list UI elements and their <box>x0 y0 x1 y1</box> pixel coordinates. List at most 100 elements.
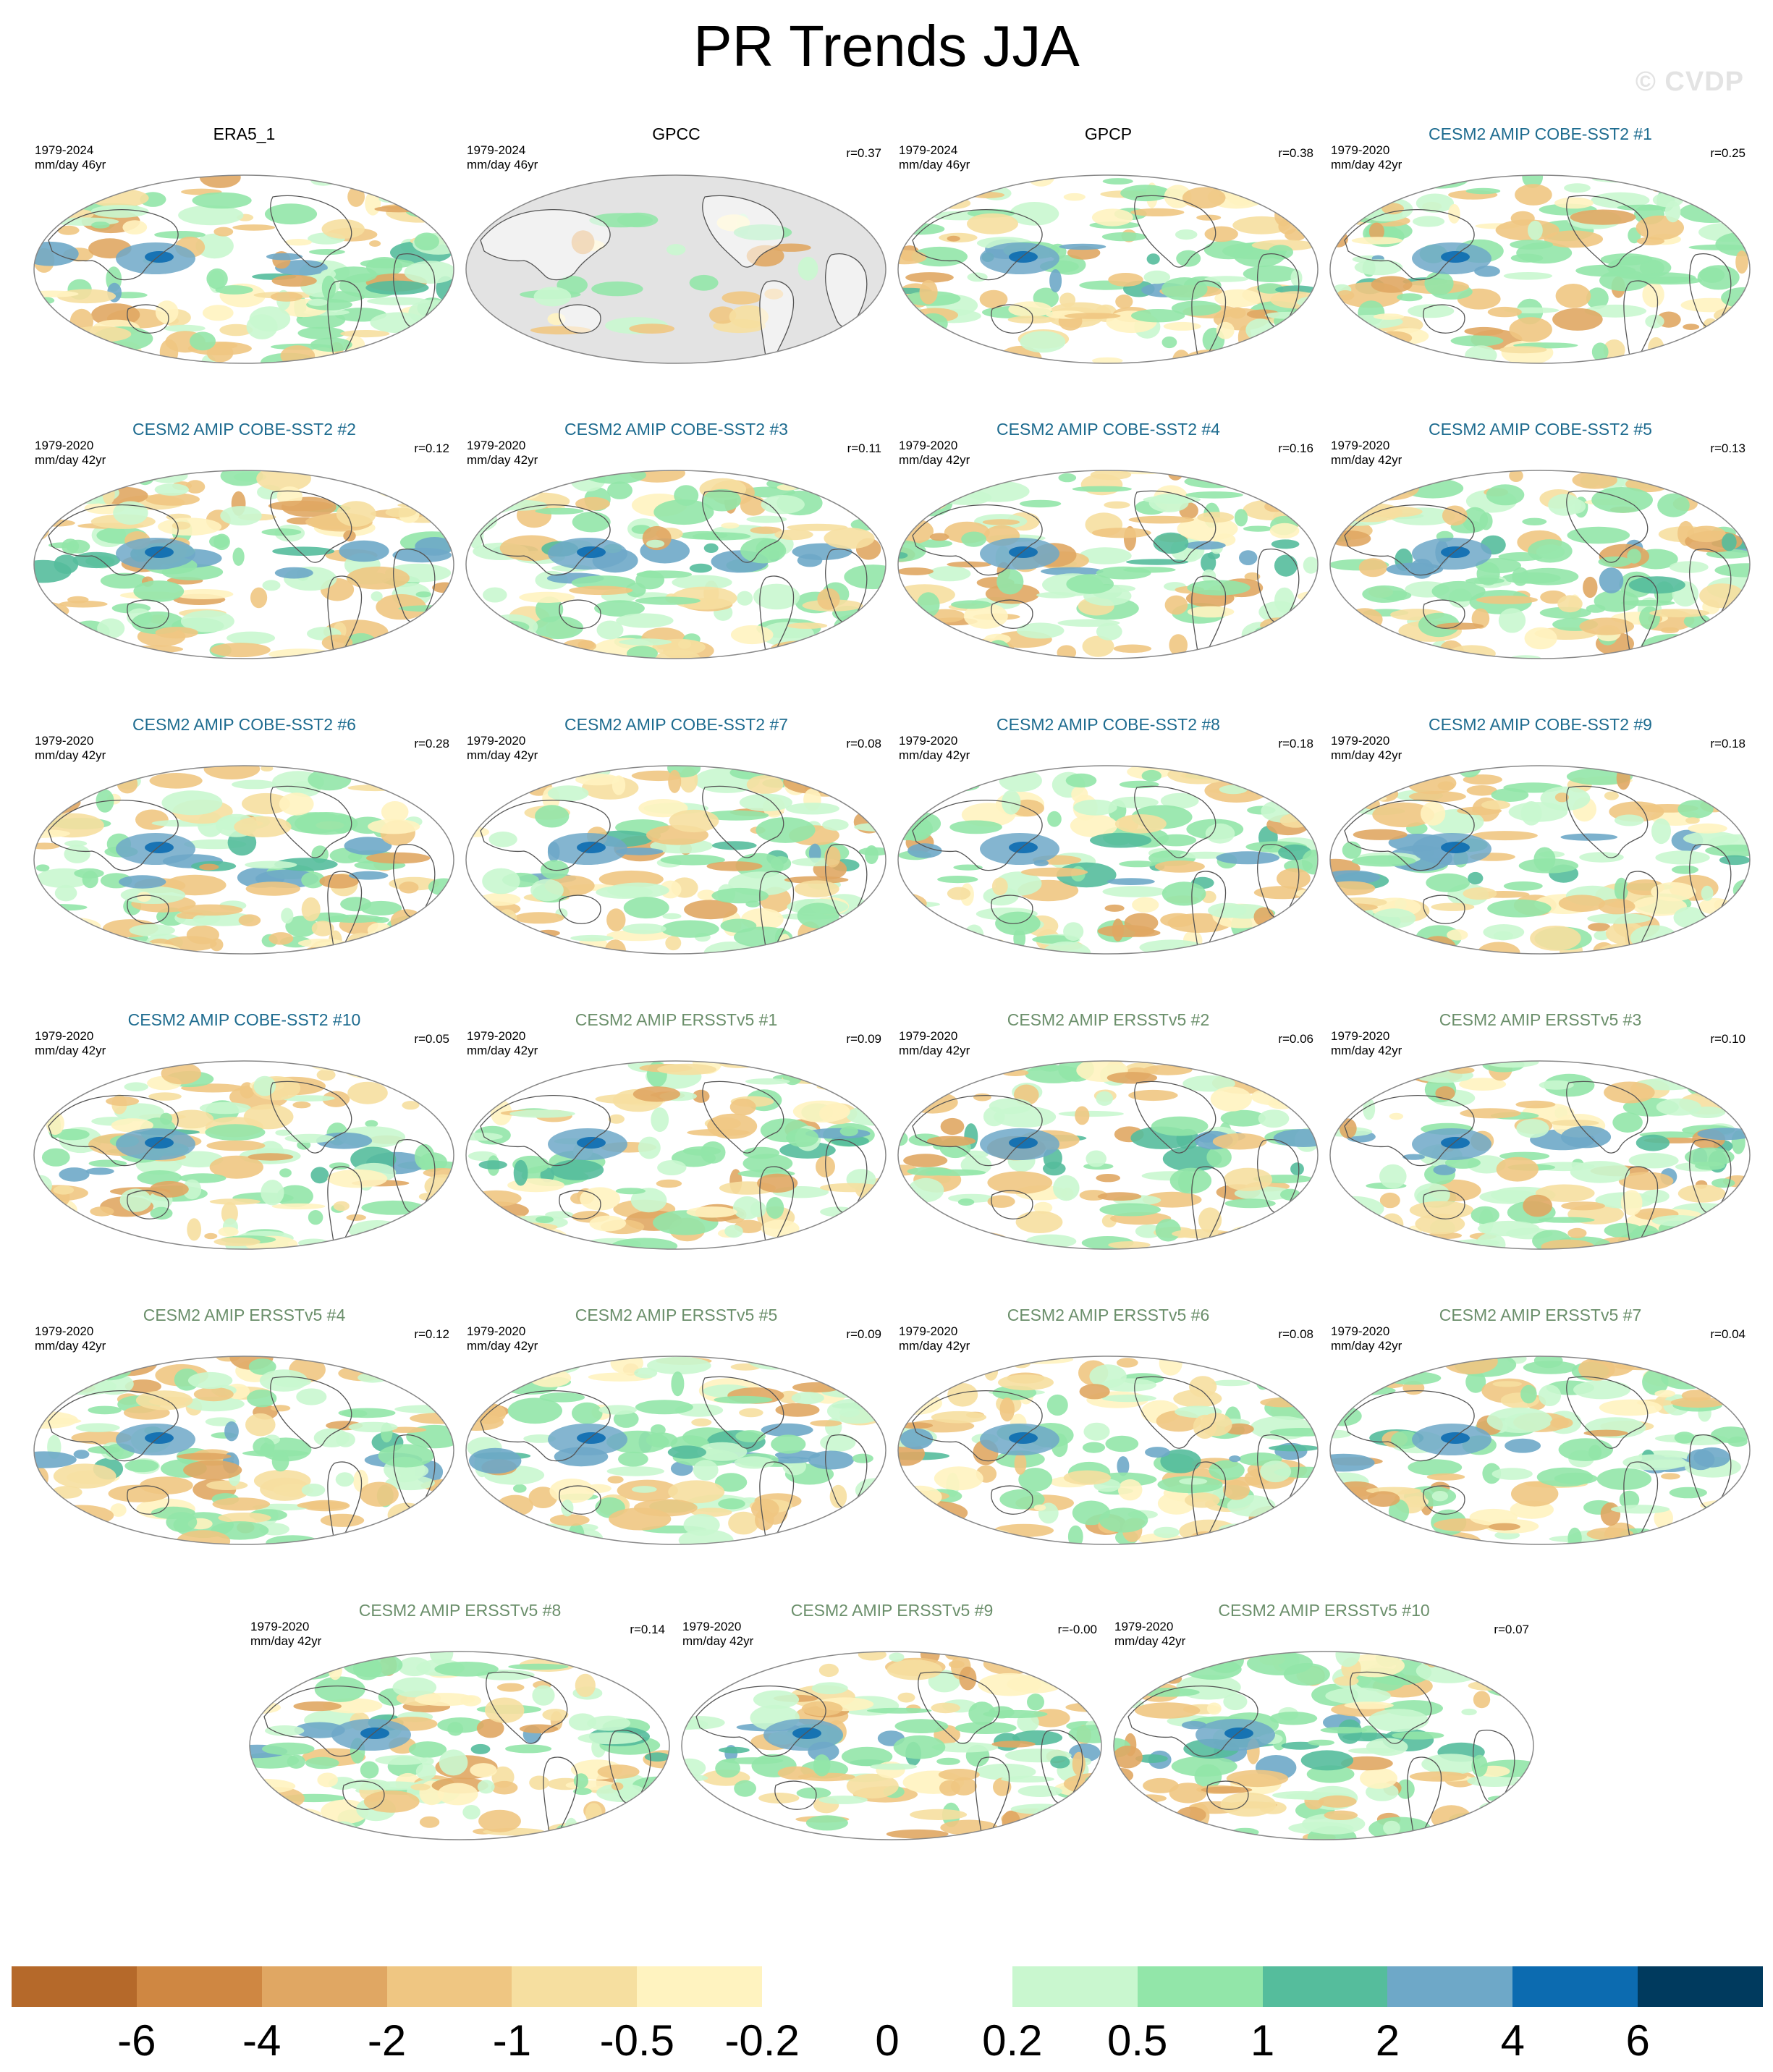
trend-field-patch <box>1492 1381 1523 1387</box>
trend-field-patch <box>1611 1505 1670 1514</box>
trend-field-patch <box>1671 766 1719 777</box>
trend-field-patch <box>1333 499 1358 521</box>
trend-field-patch <box>1259 922 1276 939</box>
trend-field-core <box>1009 842 1038 853</box>
trend-field-patch <box>509 1109 575 1118</box>
trend-field-patch <box>54 884 77 902</box>
panel-title: CESM2 AMIP COBE-SST2 #8 <box>996 715 1220 734</box>
trend-field-patch <box>413 1074 454 1085</box>
trend-field-patch <box>183 1460 242 1480</box>
map-outline <box>897 1060 1319 1250</box>
trend-field-patch <box>1064 313 1121 319</box>
trend-field-patch <box>845 1375 860 1387</box>
panel-units: mm/day 42yr <box>35 453 106 467</box>
trend-field-patch <box>317 1772 338 1788</box>
panel-title: GPCC <box>652 124 701 143</box>
trend-field-patch <box>910 1809 968 1820</box>
coastline <box>1344 504 1475 576</box>
trend-field-patch <box>1132 897 1159 913</box>
trend-field-patch <box>120 886 186 904</box>
trend-field-patch <box>320 1513 365 1527</box>
trend-field-patch <box>1697 1128 1750 1141</box>
coastline <box>991 1485 1033 1515</box>
trend-field-patch <box>365 280 429 295</box>
trend-field-patch <box>1688 627 1715 638</box>
trend-field-patch <box>1687 525 1726 543</box>
trend-field-patch <box>1588 923 1611 931</box>
trend-field-patch <box>631 1486 657 1493</box>
trend-field-patch <box>860 1061 886 1065</box>
trend-field-patch <box>1072 486 1132 492</box>
trend-field-patch <box>1471 1206 1499 1225</box>
trend-field-patch <box>68 326 132 342</box>
robinson-map <box>33 174 454 364</box>
trend-field-patch <box>746 515 787 523</box>
trend-field-patch <box>469 475 511 495</box>
trend-field-patch <box>415 1693 475 1707</box>
trend-field-patch <box>957 1526 999 1544</box>
trend-field-patch <box>1465 345 1497 363</box>
trend-field-patch <box>910 490 953 517</box>
trend-field-patch <box>1600 1502 1621 1526</box>
coastline <box>559 1485 601 1515</box>
trend-field-patch <box>779 934 791 954</box>
trend-field-patch <box>466 1360 477 1369</box>
trend-field-patch <box>205 1124 266 1141</box>
trend-field-patch <box>111 1118 153 1133</box>
trend-field-patch <box>1499 346 1547 354</box>
trend-field-patch <box>1724 338 1749 348</box>
trend-field-patch <box>1358 795 1387 802</box>
trend-field-patch <box>1171 300 1222 316</box>
panel-title: GPCP <box>1084 124 1133 143</box>
trend-field-patch <box>430 781 454 802</box>
trend-field-patch <box>371 591 383 601</box>
panel-title: CESM2 AMIP COBE-SST2 #5 <box>1429 420 1652 439</box>
trend-field-patch <box>1072 1751 1086 1776</box>
trend-field-patch <box>947 1383 978 1407</box>
trend-field-patch <box>1473 1691 1491 1709</box>
trend-field-patch <box>904 475 940 494</box>
trend-field-patch <box>1681 1390 1711 1402</box>
trend-field-patch <box>585 1484 612 1493</box>
panel-correlation: r=0.12 <box>414 1327 449 1341</box>
trend-field-patch <box>192 192 252 209</box>
trend-field-patch <box>889 1652 905 1662</box>
trend-field-patch <box>1106 1072 1158 1084</box>
trend-field-patch <box>926 483 949 510</box>
trend-field-patch <box>1550 1120 1599 1126</box>
trend-field-patch <box>74 358 93 363</box>
trend-field-patch <box>886 1659 942 1680</box>
panel-correlation: r=0.07 <box>1494 1623 1529 1636</box>
panel-title: CESM2 AMIP COBE-SST2 #9 <box>1429 715 1652 734</box>
trend-field-patch <box>746 775 784 795</box>
trend-field-patch <box>320 269 337 279</box>
panel-title: CESM2 AMIP ERSSTv5 #2 <box>1007 1010 1210 1029</box>
trend-field-patch <box>414 232 439 250</box>
trend-field-patch <box>968 1701 996 1725</box>
trend-field-patch <box>1120 185 1171 202</box>
trend-field-patch <box>1010 1356 1074 1364</box>
trend-field-patch <box>530 879 564 902</box>
trend-field-patch <box>408 1741 447 1758</box>
trend-field-patch <box>1141 769 1161 782</box>
coastline <box>342 1780 385 1810</box>
trend-field-patch <box>1686 1073 1726 1098</box>
trend-field-patch <box>177 1452 232 1460</box>
trend-field-patch <box>682 1146 722 1156</box>
trend-field-patch <box>597 1764 640 1779</box>
trend-field-patch <box>898 1485 942 1508</box>
trend-field-patch <box>213 342 238 350</box>
trend-field-patch <box>513 1484 527 1493</box>
trend-field-patch <box>587 1715 631 1731</box>
trend-field-patch <box>756 817 816 843</box>
trend-field-patch <box>1714 470 1739 492</box>
trend-field-patch <box>967 272 988 282</box>
trend-field-patch <box>898 1190 914 1209</box>
trend-field-patch <box>542 1709 569 1721</box>
trend-field-patch <box>660 854 725 866</box>
coastline <box>48 208 179 281</box>
trend-field-patch <box>1220 1109 1266 1127</box>
trend-field-patch <box>261 1180 284 1206</box>
panel-period: 1979-2020 <box>250 1620 310 1633</box>
trend-field-patch <box>1618 1172 1674 1191</box>
